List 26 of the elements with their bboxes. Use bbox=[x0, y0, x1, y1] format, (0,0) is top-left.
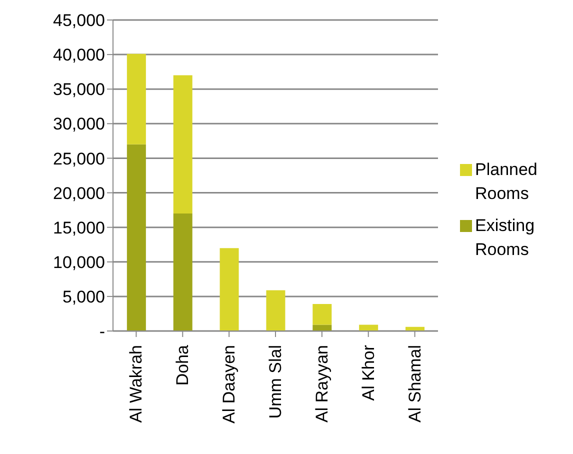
y-tick-label: 35,000 bbox=[53, 80, 105, 100]
x-tick-label: Doha bbox=[173, 344, 192, 386]
bar bbox=[312, 304, 332, 325]
x-tick-label: Al Khor bbox=[358, 344, 378, 401]
y-tick-label: 30,000 bbox=[53, 114, 105, 134]
bar bbox=[173, 75, 192, 214]
bar bbox=[126, 54, 146, 144]
bar bbox=[266, 290, 286, 331]
y-tick-label: - bbox=[99, 322, 105, 342]
x-tick-label: Al Rayyan bbox=[312, 345, 332, 422]
y-tick-label: 20,000 bbox=[53, 184, 105, 203]
x-tick-label: Umm Slal bbox=[266, 345, 285, 419]
y-tick-label: 5,000 bbox=[62, 287, 105, 306]
legend-label: Existing Rooms bbox=[475, 215, 536, 261]
y-tick-label: 45,000 bbox=[53, 11, 105, 30]
bar bbox=[220, 248, 239, 331]
y-tick-label: 10,000 bbox=[53, 252, 105, 272]
y-tick-label: 40,000 bbox=[53, 46, 105, 65]
bar bbox=[173, 214, 192, 331]
x-tick-label: Al Wakrah bbox=[126, 345, 146, 423]
y-tick-label: 15,000 bbox=[53, 218, 105, 238]
x-tick-label: Al Shamal bbox=[405, 345, 424, 422]
y-tick-label: 25,000 bbox=[53, 149, 105, 168]
x-tick-label: Al Daayen bbox=[220, 345, 239, 424]
bar bbox=[126, 144, 146, 331]
legend-label: Planned Rooms bbox=[475, 159, 538, 205]
